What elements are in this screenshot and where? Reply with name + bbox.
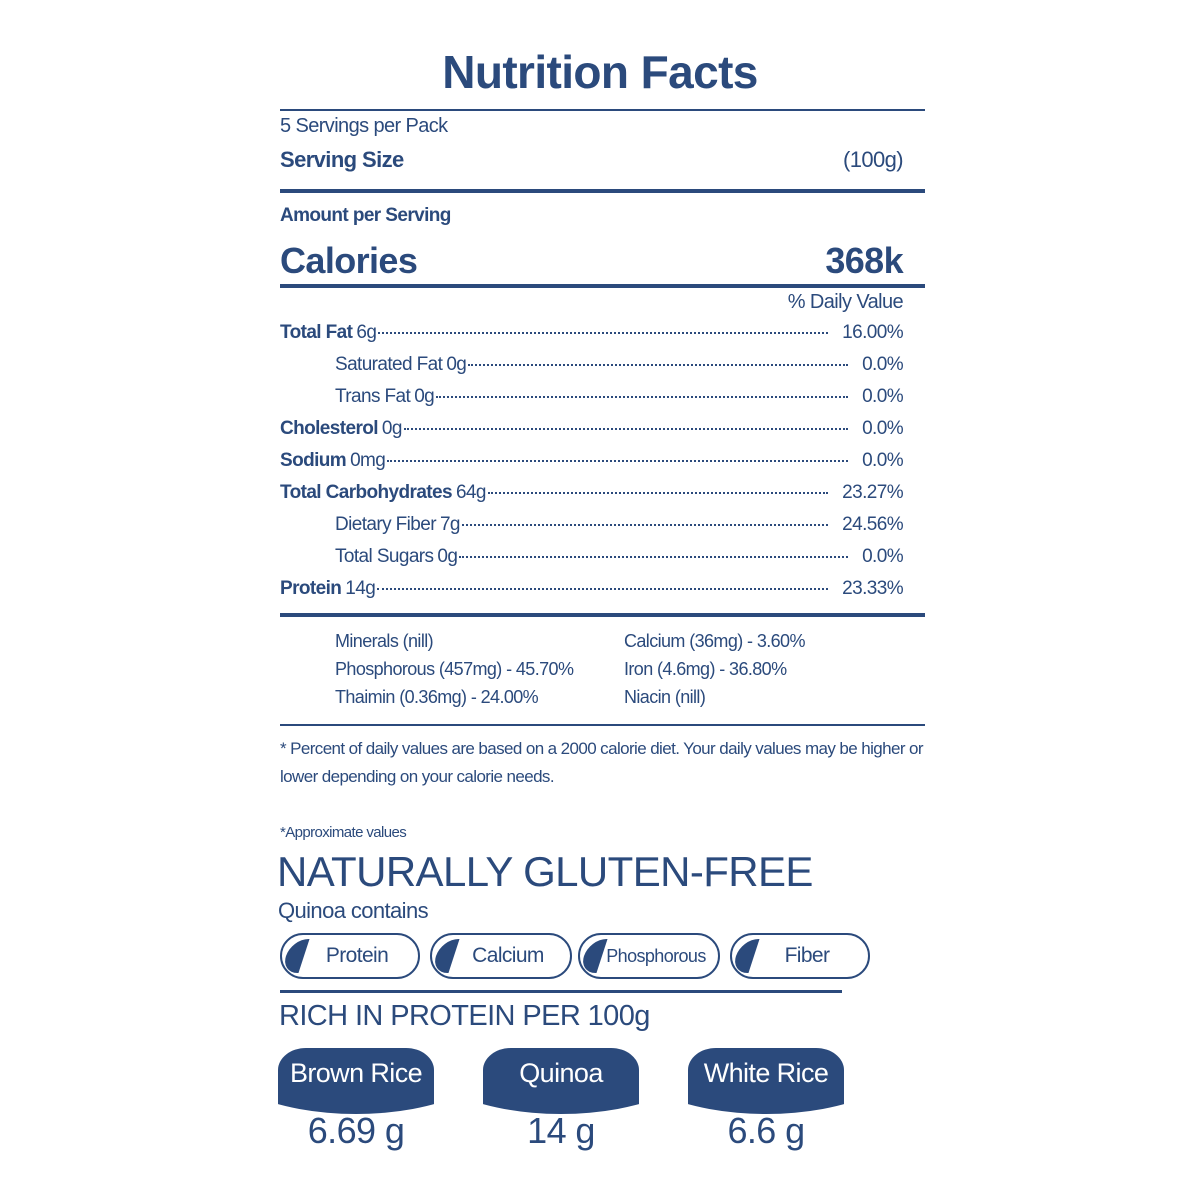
leader-dots [377, 588, 829, 590]
badge-value: 14 g [527, 1110, 595, 1151]
calories-label: Calories [280, 240, 418, 281]
nutrient-row: Protein 14g 23.33% [280, 578, 904, 604]
leader-dots [461, 524, 829, 526]
mineral: Phosphorous (457mg) - 45.70% [335, 659, 574, 679]
nutrient-amount: 0g [437, 546, 458, 567]
nutrient-row: Saturated Fat 0g 0.0% [280, 354, 904, 380]
rule [280, 284, 925, 288]
pill: Protein [280, 933, 420, 979]
nutrient-name: Cholesterol [280, 418, 379, 439]
badge-name: White Rice [703, 1057, 829, 1088]
gluten-title: NATURALLY GLUTEN-FREE [277, 848, 813, 895]
nutrient-dv: 23.27% [842, 482, 903, 503]
nutrient-name: Total Fat [280, 322, 353, 343]
mineral: Calcium (36mg) - 3.60% [624, 631, 805, 651]
nutrient-row: Cholesterol 0g 0.0% [280, 418, 904, 444]
nutrient-dv: 0.0% [862, 386, 904, 407]
mineral: Iron (4.6mg) - 36.80% [624, 659, 787, 679]
rule [280, 109, 925, 111]
footnote: * Percent of daily values are based on a… [280, 739, 924, 786]
leader-dots [403, 428, 849, 430]
rule [280, 724, 925, 726]
badge-name: Brown Rice [289, 1057, 423, 1088]
nutrient-amount: 64g [455, 482, 487, 503]
rule [280, 990, 842, 993]
nutrient-name: Total Sugars [335, 546, 434, 567]
dv-header: % Daily Value [787, 291, 904, 313]
leader-dots [459, 556, 849, 558]
nutrient-name: Protein [280, 578, 342, 599]
nutrient-dv: 24.56% [842, 514, 903, 535]
nutrient-row: Total Fat 6g 16.00% [280, 322, 904, 348]
mineral: Niacin (nill) [624, 687, 706, 707]
serving-size: (100g) [843, 147, 904, 172]
leader-dots [468, 364, 849, 366]
badge-value: 6.69 g [307, 1110, 405, 1151]
nutrient-dv: 0.0% [862, 418, 904, 439]
badge-name: Quinoa [519, 1057, 603, 1088]
badge: Brown Rice [278, 1048, 434, 1114]
nutrient-name: Sodium [280, 450, 347, 471]
pill: Fiber [730, 933, 870, 979]
serving-size-label: Serving Size [280, 147, 404, 172]
rule [280, 189, 925, 193]
nutrient-row: Sodium 0mg 0.0% [280, 450, 904, 476]
nutrient-name: Saturated Fat [335, 354, 443, 375]
approx-note: *Approximate values [280, 824, 407, 841]
rule [280, 613, 925, 617]
leader-dots [487, 492, 829, 494]
nutrient-dv: 0.0% [862, 450, 904, 471]
amount-label: Amount per Serving [280, 205, 451, 226]
nutrient-amount: 0g [414, 386, 435, 407]
mineral: Minerals (nill) [335, 631, 434, 651]
pill-label: Phosphorous [606, 945, 706, 966]
pill-label: Fiber [784, 944, 830, 967]
nutrient-amount: 0g [381, 418, 403, 439]
nutrient-row: Total Sugars 0g 0.0% [280, 546, 904, 572]
nutrient-dv: 0.0% [862, 354, 904, 375]
badge-value: 6.6 g [727, 1110, 805, 1151]
mineral: Thaimin (0.36mg) - 24.00% [335, 687, 539, 707]
calories-value: 368k [825, 240, 903, 281]
title: Nutrition Facts [442, 46, 758, 98]
nutrient-amount: 14g [345, 578, 376, 599]
nutrient-amount: 0mg [350, 450, 386, 471]
nutrient-name: Trans Fat [335, 386, 411, 407]
servings: 5 Servings per Pack [280, 115, 448, 137]
nutrient-name: Total Carbohydrates [280, 482, 453, 503]
nutrient-dv: 23.33% [842, 578, 903, 599]
nutrient-amount: 6g [356, 322, 377, 343]
leader-dots [436, 396, 849, 398]
gluten-subtitle: Quinoa contains [278, 898, 429, 923]
nutrient-row: Trans Fat 0g 0.0% [280, 386, 904, 412]
protein-title: RICH IN PROTEIN PER 100g [279, 1000, 650, 1032]
pill: Calcium [430, 933, 572, 979]
pill: Phosphorous [578, 933, 720, 979]
nutrient-row: Total Carbohydrates 64g 23.27% [280, 482, 904, 508]
badge: Quinoa [483, 1048, 639, 1114]
badge: White Rice [688, 1048, 844, 1114]
pill-label: Calcium [472, 944, 544, 967]
pill-label: Protein [325, 944, 389, 967]
leader-dots [378, 332, 829, 334]
nutrient-row: Dietary Fiber 7g 24.56% [280, 514, 904, 540]
nutrient-amount: 0g [446, 354, 467, 375]
leader-dots [387, 460, 849, 462]
nutrient-dv: 16.00% [842, 322, 903, 343]
nutrient-amount: 7g [439, 514, 461, 535]
nutrient-dv: 0.0% [862, 546, 904, 567]
nutrient-name: Dietary Fiber [335, 514, 437, 535]
